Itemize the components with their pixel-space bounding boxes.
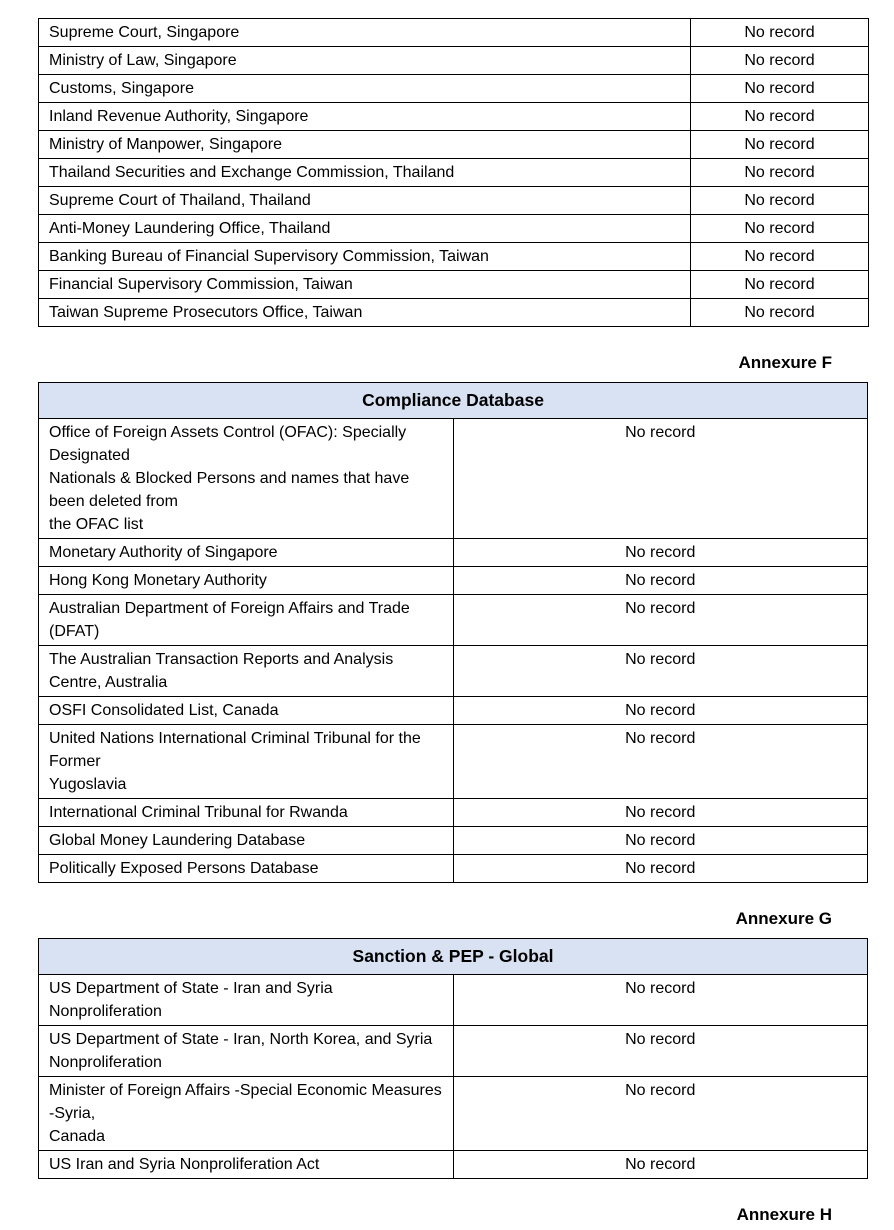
table-row: International Criminal Tribunal for Rwan…: [38, 798, 868, 827]
screening-source: OSFI Consolidated List, Canada: [38, 696, 454, 725]
table-row: Customs, Singapore No record: [38, 74, 869, 103]
screening-source: Hong Kong Monetary Authority: [38, 566, 454, 595]
screening-result: No record: [452, 854, 868, 883]
table-row: Supreme Court, Singapore No record: [38, 18, 869, 47]
screening-source: International Criminal Tribunal for Rwan…: [38, 798, 454, 827]
annexure-label: Annexure H: [736, 1205, 832, 1224]
screening-result: No record: [690, 18, 869, 47]
screening-source: Monetary Authority of Singapore: [38, 538, 454, 567]
screening-table: Sanction & PEP - Global US Department of…: [38, 938, 868, 1179]
annex-section: Annexure F Compliance Database Office of…: [38, 353, 868, 883]
screening-source: Anti-Money Laundering Office, Thailand: [38, 214, 691, 243]
table-row: Global Money Laundering Database No reco…: [38, 826, 868, 855]
table-row: OSFI Consolidated List, Canada No record: [38, 696, 868, 725]
table-head: Sanction & PEP - Global: [38, 938, 868, 975]
table-row: US Iran and Syria Nonproliferation Act N…: [38, 1150, 868, 1179]
annex-section: Supreme Court, Singapore No record Minis…: [38, 18, 869, 327]
screening-result: No record: [452, 1076, 868, 1151]
screening-source: United Nations International Criminal Tr…: [38, 724, 454, 799]
annex-section: Annexure H Web and Media Searches – Glob…: [38, 1205, 868, 1230]
table-row: Taiwan Supreme Prosecutors Office, Taiwa…: [38, 298, 869, 327]
screening-source: Office of Foreign Assets Control (OFAC):…: [38, 418, 454, 539]
screening-source: Financial Supervisory Commission, Taiwan: [38, 270, 691, 299]
screening-source: US Department of State - Iran and Syria …: [38, 974, 454, 1026]
screening-result: No record: [452, 538, 868, 567]
table-row: Ministry of Manpower, Singapore No recor…: [38, 130, 869, 159]
table-row: Thailand Securities and Exchange Commiss…: [38, 158, 869, 187]
table-row: Ministry of Law, Singapore No record: [38, 46, 869, 75]
screening-result: No record: [690, 186, 869, 215]
screening-result: No record: [452, 826, 868, 855]
table-title: Compliance Database: [38, 382, 868, 419]
screening-result: No record: [690, 242, 869, 271]
table-head: Compliance Database: [38, 382, 868, 419]
screening-source: Customs, Singapore: [38, 74, 691, 103]
screening-table: Compliance Database Office of Foreign As…: [38, 382, 868, 883]
screening-result: No record: [690, 102, 869, 131]
table-body: US Department of State - Iran and Syria …: [38, 974, 868, 1179]
screening-result: No record: [690, 158, 869, 187]
table-row: Politically Exposed Persons Database No …: [38, 854, 868, 883]
screening-result: No record: [452, 1150, 868, 1179]
screening-result: No record: [690, 46, 869, 75]
table-row: Australian Department of Foreign Affairs…: [38, 594, 868, 646]
screening-source: US Iran and Syria Nonproliferation Act: [38, 1150, 454, 1179]
table-row: Monetary Authority of Singapore No recor…: [38, 538, 868, 567]
screening-source: US Department of State - Iran, North Kor…: [38, 1025, 454, 1077]
screening-source: Ministry of Manpower, Singapore: [38, 130, 691, 159]
screening-result: No record: [452, 566, 868, 595]
screening-result: No record: [452, 645, 868, 697]
screening-source: Supreme Court, Singapore: [38, 18, 691, 47]
screening-source: The Australian Transaction Reports and A…: [38, 645, 454, 697]
table-row: Banking Bureau of Financial Supervisory …: [38, 242, 869, 271]
screening-result: No record: [452, 1025, 868, 1077]
screening-source: Thailand Securities and Exchange Commiss…: [38, 158, 691, 187]
tables-container: Supreme Court, Singapore No record Minis…: [38, 18, 894, 1230]
screening-source: Minister of Foreign Affairs -Special Eco…: [38, 1076, 454, 1151]
annexure-label: Annexure F: [738, 353, 832, 372]
table-row: US Department of State - Iran, North Kor…: [38, 1025, 868, 1077]
screening-source: Politically Exposed Persons Database: [38, 854, 454, 883]
table-body: Supreme Court, Singapore No record Minis…: [38, 18, 869, 327]
table-row: Office of Foreign Assets Control (OFAC):…: [38, 418, 868, 539]
screening-source: Banking Bureau of Financial Supervisory …: [38, 242, 691, 271]
table-row: Financial Supervisory Commission, Taiwan…: [38, 270, 869, 299]
screening-source: Global Money Laundering Database: [38, 826, 454, 855]
screening-source: Ministry of Law, Singapore: [38, 46, 691, 75]
table-row: Inland Revenue Authority, Singapore No r…: [38, 102, 869, 131]
table-body: Office of Foreign Assets Control (OFAC):…: [38, 418, 868, 883]
screening-table: Supreme Court, Singapore No record Minis…: [38, 18, 869, 327]
screening-source: Australian Department of Foreign Affairs…: [38, 594, 454, 646]
screening-result: No record: [690, 214, 869, 243]
screening-result: No record: [452, 594, 868, 646]
screening-source: Taiwan Supreme Prosecutors Office, Taiwa…: [38, 298, 691, 327]
annexure-label: Annexure G: [735, 909, 832, 928]
screening-source: Inland Revenue Authority, Singapore: [38, 102, 691, 131]
table-title-row: Sanction & PEP - Global: [38, 938, 868, 975]
screening-result: No record: [452, 724, 868, 799]
table-row: Hong Kong Monetary Authority No record: [38, 566, 868, 595]
table-row: Anti-Money Laundering Office, Thailand N…: [38, 214, 869, 243]
table-row: The Australian Transaction Reports and A…: [38, 645, 868, 697]
table-row: Supreme Court of Thailand, Thailand No r…: [38, 186, 869, 215]
screening-result: No record: [452, 798, 868, 827]
screening-result: No record: [452, 974, 868, 1026]
screening-result: No record: [690, 74, 869, 103]
table-title: Sanction & PEP - Global: [38, 938, 868, 975]
table-title-row: Compliance Database: [38, 382, 868, 419]
screening-result: No record: [690, 270, 869, 299]
table-row: Minister of Foreign Affairs -Special Eco…: [38, 1076, 868, 1151]
screening-result: No record: [690, 298, 869, 327]
table-row: United Nations International Criminal Tr…: [38, 724, 868, 799]
screening-result: No record: [690, 130, 869, 159]
screening-result: No record: [452, 696, 868, 725]
screening-source: Supreme Court of Thailand, Thailand: [38, 186, 691, 215]
table-row: US Department of State - Iran and Syria …: [38, 974, 868, 1026]
annex-section: Annexure G Sanction & PEP - Global US De…: [38, 909, 868, 1179]
screening-result: No record: [452, 418, 868, 539]
